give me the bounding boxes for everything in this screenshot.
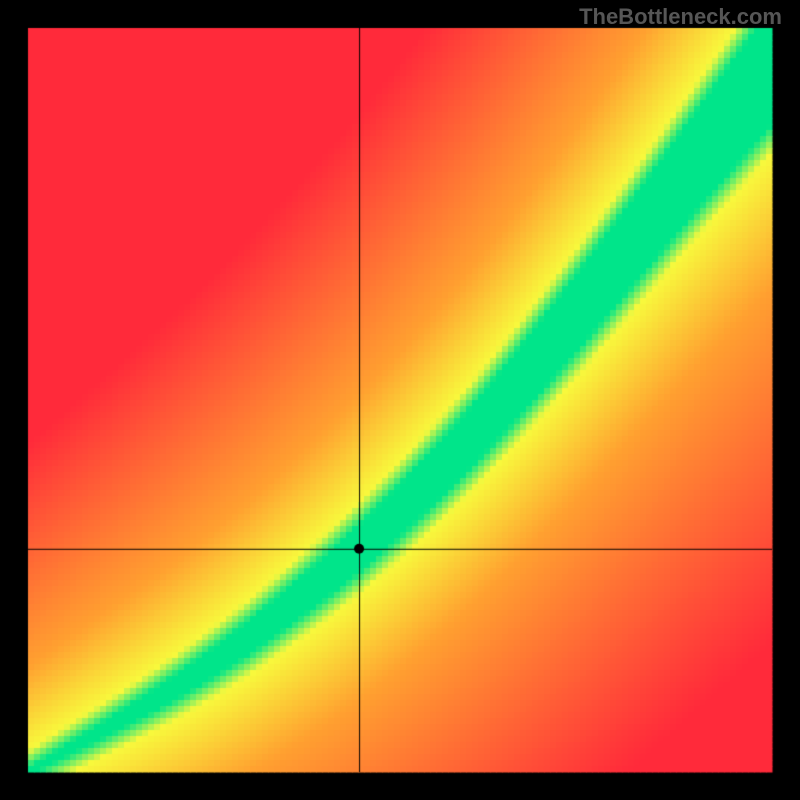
watermark-text: TheBottleneck.com	[579, 4, 782, 30]
heatmap-canvas	[0, 0, 800, 800]
chart-container: TheBottleneck.com	[0, 0, 800, 800]
